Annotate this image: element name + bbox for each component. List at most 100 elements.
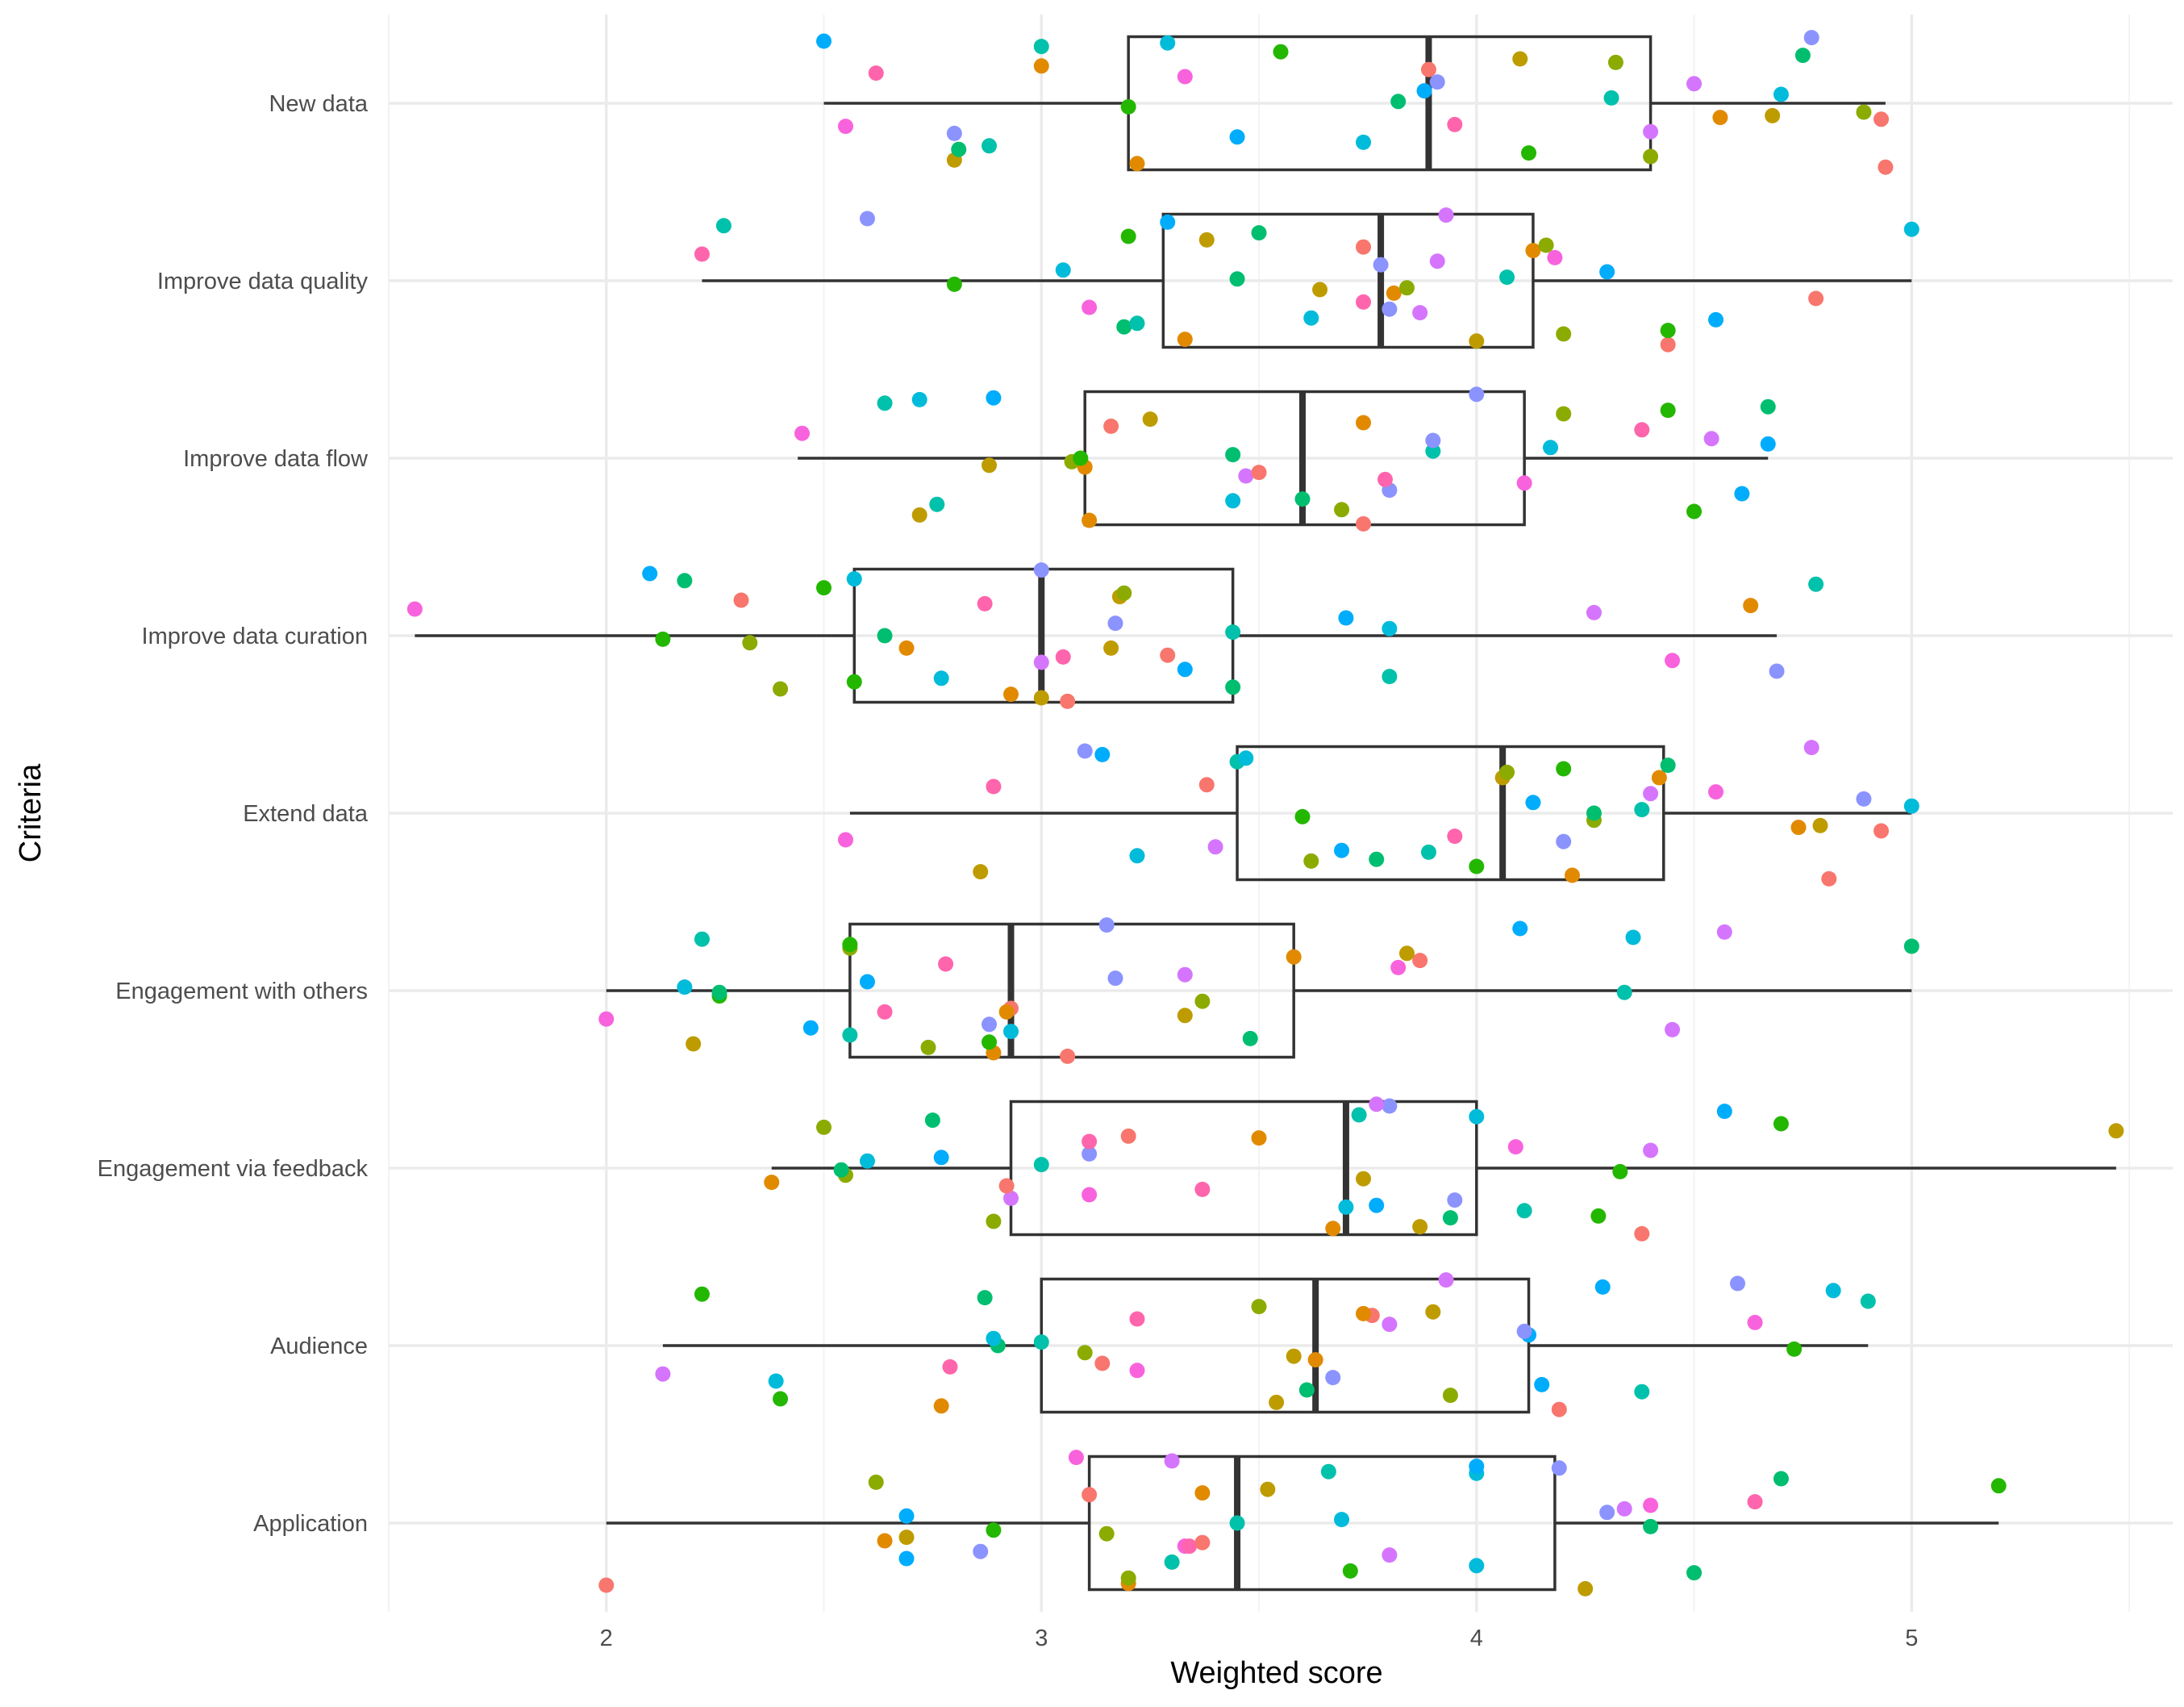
data-point bbox=[1703, 431, 1719, 447]
y-tick-label: Application bbox=[253, 1511, 368, 1537]
data-point bbox=[1251, 1299, 1267, 1315]
data-point bbox=[1547, 249, 1563, 265]
data-point bbox=[933, 1398, 949, 1414]
data-point bbox=[1120, 98, 1136, 115]
data-point bbox=[1603, 90, 1619, 106]
data-point bbox=[816, 33, 832, 49]
data-point bbox=[1729, 1275, 1745, 1292]
data-point bbox=[1390, 94, 1407, 110]
data-point bbox=[1369, 1197, 1385, 1213]
data-point bbox=[1773, 86, 1789, 102]
data-point bbox=[973, 1543, 989, 1559]
data-point bbox=[694, 246, 710, 262]
data-point bbox=[1634, 422, 1650, 438]
data-point bbox=[986, 1330, 1002, 1346]
data-point bbox=[1525, 243, 1541, 259]
y-axis-title: Criteria bbox=[14, 763, 48, 862]
data-point bbox=[1382, 1547, 1398, 1563]
data-point bbox=[924, 1112, 940, 1129]
data-point bbox=[1825, 1283, 1841, 1299]
data-point bbox=[982, 1016, 998, 1033]
data-point bbox=[946, 276, 962, 292]
data-point bbox=[837, 119, 853, 135]
iqr-box bbox=[1087, 1454, 1557, 1592]
iqr-box bbox=[1161, 212, 1535, 349]
data-point bbox=[1643, 1497, 1659, 1513]
data-point bbox=[1786, 1341, 1803, 1357]
data-point bbox=[1356, 515, 1372, 532]
data-point bbox=[1198, 777, 1215, 793]
data-point bbox=[773, 681, 789, 697]
data-point bbox=[794, 425, 811, 441]
data-point bbox=[946, 125, 962, 141]
data-point bbox=[1903, 221, 1919, 237]
data-point bbox=[1803, 30, 1819, 46]
data-point bbox=[764, 1175, 780, 1191]
x-axis-title: Weighted score bbox=[1170, 1656, 1382, 1690]
data-point bbox=[1578, 1580, 1594, 1596]
data-point bbox=[1660, 323, 1676, 339]
data-point bbox=[1325, 1221, 1341, 1237]
data-point bbox=[1429, 74, 1445, 90]
data-point bbox=[1033, 1334, 1049, 1350]
data-point bbox=[1120, 1128, 1136, 1144]
data-point bbox=[1512, 920, 1528, 937]
data-point bbox=[1416, 83, 1432, 99]
data-point bbox=[406, 601, 423, 617]
data-point bbox=[1073, 450, 1089, 466]
data-point bbox=[1564, 867, 1580, 883]
data-point bbox=[1207, 839, 1223, 855]
data-point bbox=[742, 635, 758, 651]
data-point bbox=[1790, 820, 1807, 836]
data-point bbox=[1356, 239, 1372, 255]
data-point bbox=[1442, 1210, 1458, 1226]
data-point bbox=[1334, 502, 1350, 518]
data-point bbox=[1177, 69, 1193, 85]
data-point bbox=[1412, 1219, 1428, 1235]
data-point bbox=[1856, 104, 1872, 120]
data-point bbox=[1469, 333, 1485, 349]
data-point bbox=[1129, 1363, 1145, 1379]
data-point bbox=[1386, 285, 1402, 301]
iqr-box bbox=[1236, 745, 1665, 882]
data-point bbox=[1225, 447, 1241, 463]
data-point bbox=[898, 1508, 915, 1524]
data-point bbox=[816, 580, 832, 596]
data-point bbox=[951, 141, 967, 157]
data-point bbox=[1164, 1453, 1180, 1469]
data-point bbox=[1660, 403, 1676, 419]
data-point bbox=[1590, 1208, 1607, 1224]
data-point bbox=[833, 1162, 849, 1178]
data-point bbox=[911, 391, 927, 407]
data-point bbox=[802, 1020, 819, 1036]
data-point bbox=[1116, 319, 1132, 335]
data-point bbox=[1033, 1157, 1049, 1173]
data-point bbox=[1082, 1487, 1098, 1503]
data-point bbox=[1369, 851, 1385, 867]
data-point bbox=[1003, 1190, 1019, 1206]
data-point bbox=[982, 1034, 998, 1050]
data-point bbox=[1033, 690, 1049, 706]
data-point bbox=[1060, 693, 1076, 709]
data-point bbox=[1643, 1518, 1659, 1534]
data-point bbox=[1634, 802, 1650, 818]
data-point bbox=[1286, 949, 1302, 965]
data-point bbox=[1369, 1096, 1385, 1112]
data-point bbox=[1082, 299, 1098, 315]
data-point bbox=[1556, 326, 1572, 342]
data-point bbox=[1594, 1279, 1611, 1295]
data-point bbox=[1129, 315, 1145, 332]
data-point bbox=[2108, 1123, 2124, 1139]
data-point bbox=[1103, 640, 1119, 656]
data-point bbox=[1551, 1460, 1567, 1476]
data-point bbox=[1447, 116, 1463, 132]
data-point bbox=[1225, 679, 1241, 695]
data-point bbox=[1765, 107, 1781, 123]
data-point bbox=[859, 974, 875, 990]
data-point bbox=[1269, 1394, 1285, 1410]
data-point bbox=[1194, 1485, 1211, 1501]
data-point bbox=[1356, 1305, 1372, 1321]
data-point bbox=[1120, 1570, 1136, 1586]
data-point bbox=[1303, 853, 1319, 869]
data-point bbox=[1499, 764, 1515, 780]
